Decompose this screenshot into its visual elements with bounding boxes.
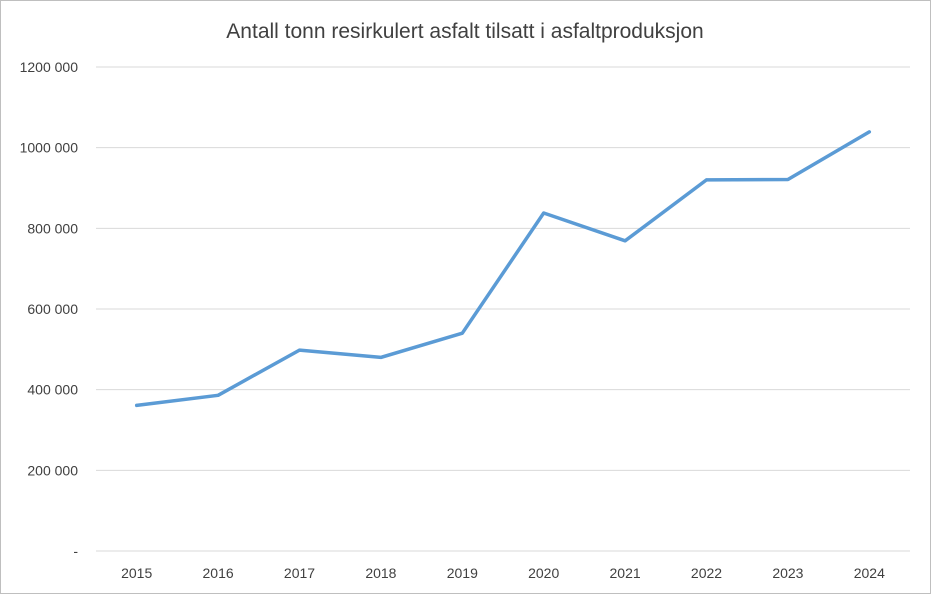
series-line: [134, 130, 872, 408]
data-point: [623, 239, 627, 243]
y-tick-label: 1000 000: [20, 140, 79, 156]
x-tick-label: 2022: [691, 565, 722, 581]
gridlines: [96, 66, 910, 552]
chart-title: Antall tonn resirkulert asfalt tilsatt i…: [226, 20, 703, 43]
data-point: [786, 178, 790, 182]
x-tick-label: 2018: [365, 565, 396, 581]
y-tick-label: 200 000: [27, 462, 78, 478]
x-tick-label: 2024: [854, 565, 885, 581]
y-tick-label: 400 000: [27, 382, 78, 398]
data-point: [542, 211, 546, 215]
data-point: [705, 178, 708, 182]
y-axis-tick-labels: - 200 000 400 000 600 000 800 000 1000 000 120…: [20, 59, 79, 559]
data-point: [216, 393, 220, 397]
y-tick-label: -: [73, 543, 78, 559]
x-tick-label: 2020: [528, 565, 559, 581]
x-tick-label: 2015: [121, 565, 152, 581]
x-axis-tick-labels: 2015 2016 2017 2018 2019 2020 2021 2022 2023 2024: [121, 565, 885, 581]
series-layer: [134, 130, 872, 408]
x-tick-label: 2019: [447, 565, 478, 581]
data-point: [135, 403, 139, 407]
x-tick-label: 2021: [610, 565, 641, 581]
x-tick-label: 2023: [772, 565, 803, 581]
x-tick-label: 2017: [284, 565, 315, 581]
y-tick-label: 800 000: [27, 220, 78, 236]
x-tick-label: 2016: [203, 565, 234, 581]
data-point: [460, 331, 464, 335]
data-point: [379, 355, 383, 359]
data-point: [867, 130, 871, 134]
data-point: [298, 348, 301, 352]
y-tick-label: 600 000: [27, 301, 78, 317]
y-tick-label: 1200 000: [20, 59, 79, 75]
